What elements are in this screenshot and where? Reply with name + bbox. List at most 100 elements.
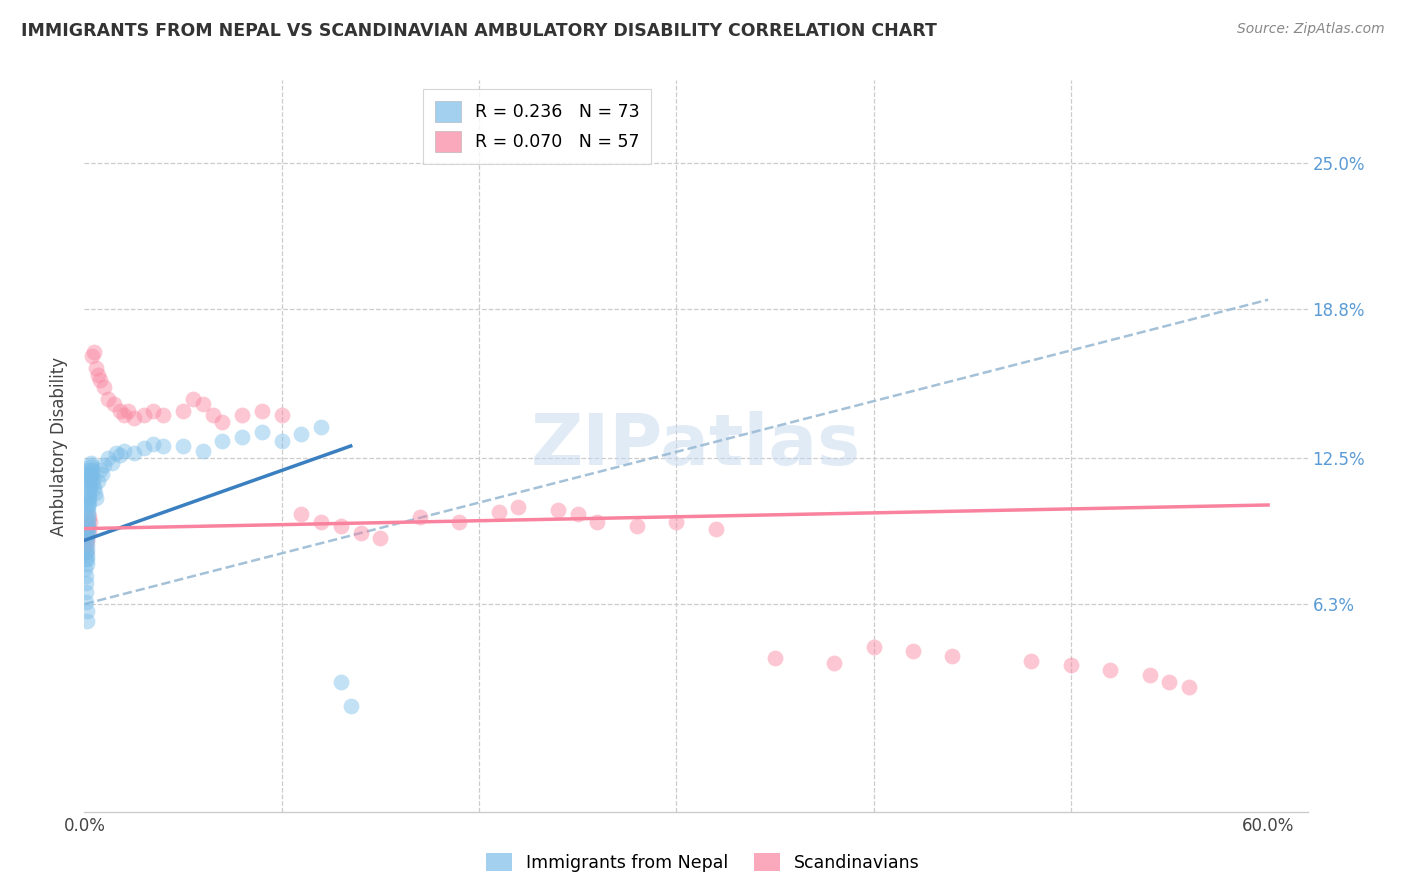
Point: [75, 568, 97, 582]
Point: [201, 409, 224, 423]
Point: [76, 542, 98, 557]
Point: [626, 519, 648, 533]
Point: [75, 552, 97, 566]
Point: [89, 462, 111, 476]
Point: [77, 500, 100, 515]
Point: [1060, 658, 1083, 673]
Point: [84, 361, 107, 376]
Point: [250, 425, 273, 439]
Point: [87, 475, 110, 489]
Point: [152, 409, 174, 423]
Point: [508, 500, 530, 515]
Point: [80, 458, 103, 472]
Point: [77, 498, 100, 512]
Point: [763, 651, 786, 665]
Point: [191, 396, 214, 410]
Point: [1099, 663, 1122, 677]
Point: [77, 508, 100, 522]
Point: [181, 392, 204, 406]
Point: [75, 595, 97, 609]
Point: [172, 403, 194, 417]
Point: [704, 522, 727, 536]
Legend: Immigrants from Nepal, Scandinavians: Immigrants from Nepal, Scandinavians: [479, 847, 927, 879]
Point: [77, 505, 100, 519]
Point: [108, 403, 131, 417]
Point: [83, 344, 105, 359]
Point: [93, 380, 115, 394]
Point: [79, 515, 101, 529]
Point: [77, 476, 100, 491]
Point: [101, 456, 124, 470]
Point: [104, 446, 127, 460]
Point: [76, 526, 98, 541]
Text: IMMIGRANTS FROM NEPAL VS SCANDINAVIAN AMBULATORY DISABILITY CORRELATION CHART: IMMIGRANTS FROM NEPAL VS SCANDINAVIAN AM…: [21, 22, 936, 40]
Point: [142, 403, 165, 417]
Point: [75, 545, 97, 559]
Point: [250, 403, 273, 417]
Point: [270, 434, 292, 449]
Point: [76, 515, 98, 529]
Point: [547, 502, 569, 516]
Point: [91, 467, 114, 482]
Point: [290, 508, 312, 522]
Point: [75, 545, 97, 559]
Point: [586, 515, 609, 529]
Point: [329, 519, 352, 533]
Point: [901, 644, 924, 658]
Point: [77, 512, 100, 526]
Point: [93, 458, 115, 472]
Point: [76, 533, 98, 548]
Point: [142, 436, 165, 450]
Point: [488, 505, 510, 519]
Point: [79, 469, 101, 483]
Point: [80, 467, 103, 482]
Point: [567, 508, 589, 522]
Point: [76, 614, 98, 628]
Point: [79, 460, 101, 475]
Point: [112, 409, 135, 423]
Point: [77, 491, 100, 505]
Point: [87, 368, 110, 383]
Point: [76, 529, 98, 543]
Point: [80, 462, 103, 476]
Point: [79, 509, 101, 524]
Point: [122, 410, 145, 425]
Point: [1159, 675, 1181, 690]
Point: [82, 349, 104, 363]
Point: [152, 439, 174, 453]
Point: [76, 552, 98, 566]
Text: ZIPatlas: ZIPatlas: [531, 411, 860, 481]
Point: [349, 526, 371, 541]
Point: [132, 409, 155, 423]
Point: [77, 482, 100, 496]
Point: [79, 479, 101, 493]
Point: [231, 429, 253, 443]
Point: [231, 409, 253, 423]
Point: [79, 472, 101, 486]
Point: [941, 648, 963, 663]
Point: [823, 656, 845, 670]
Point: [449, 515, 471, 529]
Point: [172, 439, 194, 453]
Point: [84, 486, 107, 500]
Point: [309, 420, 332, 434]
Point: [77, 519, 100, 533]
Point: [211, 434, 233, 449]
Point: [77, 524, 100, 538]
Point: [290, 427, 312, 442]
Point: [79, 475, 101, 489]
Point: [112, 443, 135, 458]
Point: [76, 557, 98, 571]
Point: [76, 538, 98, 552]
Y-axis label: Ambulatory Disability: Ambulatory Disability: [51, 357, 69, 535]
Text: Source: ZipAtlas.com: Source: ZipAtlas.com: [1237, 22, 1385, 37]
Point: [75, 562, 97, 576]
Point: [75, 538, 97, 552]
Point: [75, 585, 97, 599]
Point: [409, 509, 432, 524]
Point: [1021, 654, 1043, 668]
Point: [83, 482, 105, 496]
Point: [84, 491, 107, 505]
Point: [211, 416, 233, 430]
Point: [76, 522, 98, 536]
